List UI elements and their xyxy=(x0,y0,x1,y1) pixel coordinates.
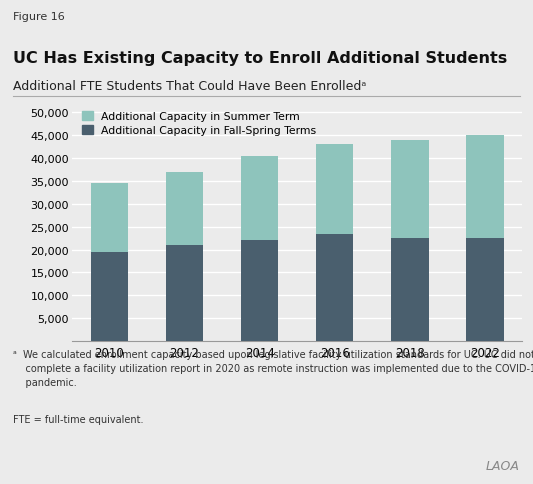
Legend: Additional Capacity in Summer Term, Additional Capacity in Fall-Spring Terms: Additional Capacity in Summer Term, Addi… xyxy=(82,112,317,136)
Bar xyxy=(241,241,278,341)
Bar xyxy=(166,245,203,341)
Bar xyxy=(91,252,128,341)
Text: LAOA: LAOA xyxy=(486,459,520,472)
Text: Figure 16: Figure 16 xyxy=(13,12,65,22)
Bar xyxy=(166,172,203,245)
Bar xyxy=(316,234,353,341)
Bar xyxy=(466,136,504,239)
Text: UC Has Existing Capacity to Enroll Additional Students: UC Has Existing Capacity to Enroll Addit… xyxy=(13,51,507,66)
Bar xyxy=(241,156,278,241)
Text: Additional FTE Students That Could Have Been Enrolledᵃ: Additional FTE Students That Could Have … xyxy=(13,80,367,93)
Text: FTE = full-time equivalent.: FTE = full-time equivalent. xyxy=(13,414,144,424)
Bar xyxy=(91,184,128,252)
Bar xyxy=(391,140,429,239)
Bar xyxy=(466,239,504,341)
Text: ᵃ  We calculated enrollment capacity based upon legislative facility utilization: ᵃ We calculated enrollment capacity base… xyxy=(13,349,533,387)
Bar xyxy=(316,145,353,234)
Bar xyxy=(391,239,429,341)
